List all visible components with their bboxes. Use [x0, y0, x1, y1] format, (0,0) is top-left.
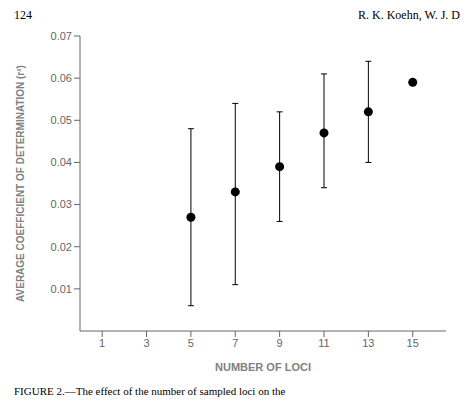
svg-text:0.03: 0.03 — [51, 198, 72, 210]
svg-text:13: 13 — [362, 337, 374, 349]
svg-text:0.02: 0.02 — [51, 241, 72, 253]
svg-text:NUMBER OF LOCI: NUMBER OF LOCI — [215, 361, 311, 373]
svg-text:AVERAGE COEFFICIENT OF DETERMI: AVERAGE COEFFICIENT OF DETERMINATION (r²… — [15, 65, 26, 302]
svg-text:0.01: 0.01 — [51, 283, 72, 295]
html-text:R. K. Koehn, W. J. D: R. K. Koehn, W. J. D — [358, 8, 460, 22]
svg-text:5: 5 — [188, 337, 194, 349]
svg-text:3: 3 — [143, 337, 149, 349]
svg-text:11: 11 — [318, 337, 329, 349]
svg-text:0.06: 0.06 — [51, 72, 72, 84]
svg-text:15: 15 — [407, 337, 419, 349]
svg-text:0.05: 0.05 — [51, 114, 72, 126]
html-text:124: 124 — [14, 8, 32, 22]
svg-text:0.04: 0.04 — [51, 156, 72, 168]
svg-text:0.07: 0.07 — [51, 30, 72, 42]
svg-text:7: 7 — [232, 337, 238, 349]
html-text:FIGURE 2.—The effect of the nu: FIGURE 2.—The effect of the number of sa… — [14, 385, 286, 397]
svg-text:1: 1 — [99, 337, 105, 349]
svg-text:9: 9 — [277, 337, 283, 349]
